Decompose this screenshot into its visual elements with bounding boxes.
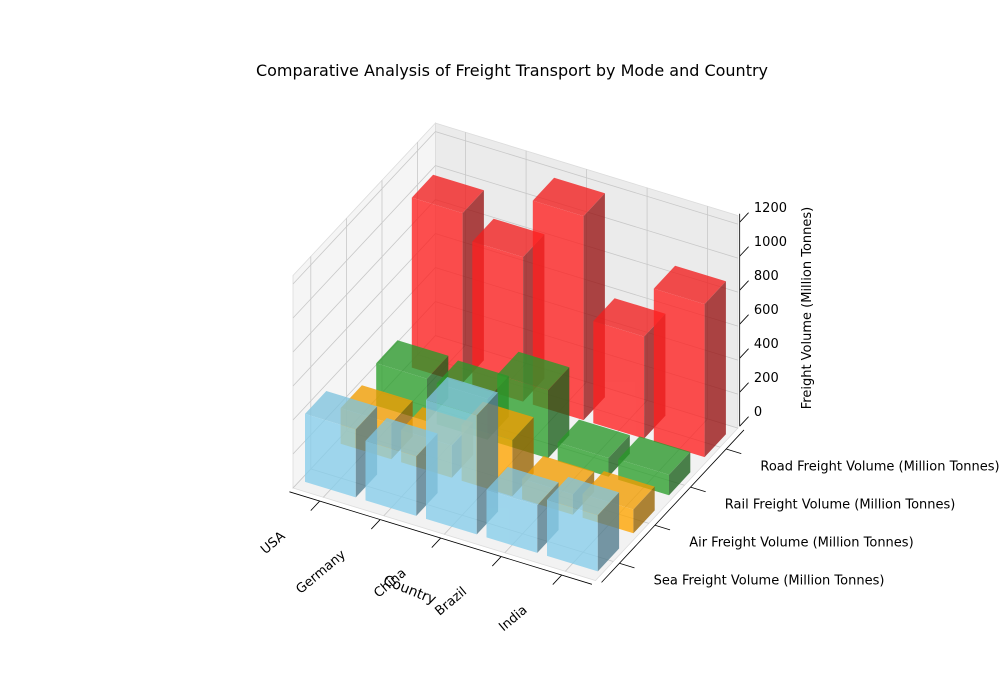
bar: [547, 476, 620, 572]
x-tick: [431, 537, 441, 548]
z-tick-label: 1000: [754, 235, 787, 250]
bar-top: [618, 436, 691, 475]
bar-top: [497, 351, 570, 391]
x-tick: [310, 500, 320, 511]
bar-front: [411, 197, 463, 384]
x-tick-label: Brazil: [432, 584, 469, 619]
y-tick-label: Sea Freight Volume (Million Tonnes): [654, 574, 885, 589]
y-tick: [654, 524, 671, 531]
bar-front: [365, 440, 417, 516]
y-tick: [619, 562, 635, 569]
y-tick-label: Road Freight Volume (Million Tonnes): [760, 459, 999, 474]
x-tick: [552, 574, 562, 585]
z-tick: [739, 382, 749, 393]
bar-top: [486, 466, 559, 506]
bar: [618, 436, 691, 496]
bar-side: [633, 486, 655, 534]
bar: [426, 377, 499, 535]
z-tick: [739, 246, 749, 257]
bar-front: [557, 442, 609, 477]
bar-side: [548, 367, 570, 459]
bar-top: [557, 419, 630, 458]
x-tick-label: Germany: [293, 547, 349, 597]
bar-top: [376, 340, 449, 379]
bar-top: [472, 218, 545, 258]
z-tick-label: 600: [754, 303, 779, 318]
z-tick: [739, 212, 749, 223]
bar-top: [426, 377, 499, 416]
bar-top: [593, 298, 666, 337]
bar-front: [593, 321, 645, 439]
bar-front: [426, 399, 477, 535]
y-tick: [690, 486, 706, 493]
y-axis-line: [601, 429, 745, 583]
z-tick: [739, 280, 749, 291]
bar-top: [365, 418, 438, 457]
bar-top: [436, 360, 509, 399]
z-tick: [739, 314, 749, 325]
bar-side: [597, 492, 620, 572]
x-tick: [370, 519, 381, 530]
bar-front: [305, 413, 356, 498]
chart-title: Comparative Analysis of Freight Transpor…: [256, 61, 768, 80]
bar: [653, 265, 726, 458]
bar-top: [532, 177, 605, 217]
z-tick: [739, 348, 749, 359]
z-tick-label: 200: [754, 371, 779, 386]
grid-line-z: [292, 165, 739, 319]
bar-front: [547, 499, 598, 572]
bar-top: [582, 471, 655, 510]
bar-side: [669, 451, 691, 496]
grid-line-z: [292, 131, 739, 285]
bar-front: [486, 489, 538, 553]
x-tick-label: India: [496, 603, 530, 635]
z-tick-label: 0: [754, 405, 762, 420]
x-tick: [491, 556, 502, 567]
bar: [557, 419, 630, 477]
z-tick-label: 400: [754, 337, 779, 352]
y-tick: [726, 448, 742, 455]
z-tick-label: 800: [754, 269, 779, 284]
bar-side: [608, 435, 630, 477]
bar-front: [618, 459, 669, 496]
bar: [305, 391, 378, 498]
bar-front: [653, 288, 705, 458]
bar-top: [547, 476, 620, 516]
bar-top: [340, 385, 413, 424]
y-tick-label: Air Freight Volume (Million Tonnes): [689, 535, 913, 550]
bar-top: [305, 391, 378, 430]
z-tick-label: 1200: [754, 201, 787, 216]
z-axis-label: Freight Volume (Million Tonnes): [800, 207, 815, 409]
x-axis-label: Country: [381, 572, 439, 608]
bar-top: [653, 265, 726, 305]
bar-side: [704, 281, 726, 458]
y-tick-label: Rail Freight Volume (Million Tonnes): [725, 497, 956, 512]
x-tick-label: USA: [258, 529, 288, 558]
bars-group: [305, 174, 726, 572]
bar-top: [411, 174, 484, 214]
z-tick: [739, 416, 749, 427]
